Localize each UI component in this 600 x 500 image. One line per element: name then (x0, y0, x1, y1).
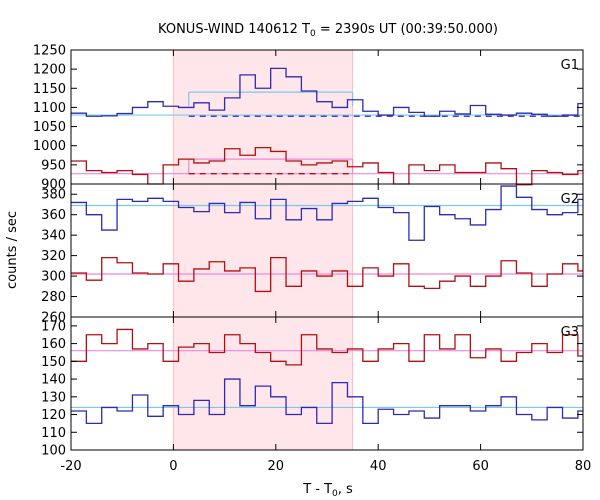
panel-label-g3: G3 (561, 325, 579, 340)
y-tick-label-g3: 150 (41, 355, 66, 370)
panel-g2: 260 280 300 320 340 360 380 G2 (41, 183, 584, 326)
chart-title-rest: = 2390s UT (00:39:50.000) (316, 22, 498, 37)
y-tick-label-g1: 1050 (33, 120, 66, 135)
y-tick-label-g3: 130 (41, 390, 66, 405)
y-tick-label-g1: 1200 (33, 63, 66, 78)
y-axis-label: counts / sec (5, 211, 20, 289)
x-tick-label: 60 (472, 459, 489, 474)
y-tick-label-g1: 1100 (33, 101, 66, 116)
y-tick-label-g3: 160 (41, 337, 66, 352)
panel-label-g2: G2 (561, 192, 579, 207)
y-tick-label-g1: 1250 (33, 44, 66, 59)
chart-title-main: KONUS-WIND 140612 T (158, 22, 310, 37)
chart-title-sub: 0 (310, 29, 316, 39)
y-tick-label-g3: 120 (41, 408, 66, 423)
y-tick-label-g2: 320 (41, 249, 66, 264)
y-tick-label-g1: 950 (41, 158, 66, 173)
x-axis-label-sub: 0 (332, 489, 338, 499)
series-g1-blue-step (71, 67, 583, 117)
y-tick-label-g2: 380 (41, 188, 66, 203)
chart-title: KONUS-WIND 140612 T0 = 2390s UT (00:39:5… (158, 22, 498, 39)
y-tick-label-g2: 280 (41, 290, 66, 305)
y-tick-label-g2: 360 (41, 208, 66, 223)
x-tick-label: 20 (268, 459, 285, 474)
x-tick-label: 80 (575, 459, 592, 474)
x-axis-label-rest: , s (338, 482, 353, 497)
x-axis-label-main: T - T (302, 482, 332, 497)
series-g2-red-step (71, 257, 583, 293)
highlight-band (173, 50, 353, 450)
y-tick-label-g2: 260 (41, 311, 66, 326)
x-tick-label: -20 (60, 459, 81, 474)
series-g3-red-step (71, 328, 583, 366)
panel-g3: 100 110 120 130 140 150 160 170 G3 (41, 316, 584, 459)
plot-area: 900950100010501100115012001250G126028030… (33, 44, 591, 475)
y-tick-label-g3: 140 (41, 373, 66, 388)
x-tick-label: 40 (370, 459, 387, 474)
series-g2-blue-step (71, 185, 583, 241)
x-axis-label: T - T0, s (302, 482, 353, 499)
y-tick-label-g2: 340 (41, 229, 66, 244)
y-tick-label-g2: 300 (41, 270, 66, 285)
y-tick-label-g1: 1000 (33, 139, 66, 154)
panel-frame-g3 (70, 316, 584, 451)
panel-label-g1: G1 (561, 58, 579, 73)
y-tick-label-g3: 110 (41, 426, 66, 441)
y-tick-label-g3: 100 (41, 444, 66, 459)
x-tick-label: 0 (169, 459, 177, 474)
y-tick-label-g1: 900 (41, 178, 66, 193)
y-tick-label-g3: 170 (41, 319, 66, 334)
series-g3-blue-step (71, 378, 583, 425)
y-tick-label-g1: 1150 (33, 82, 66, 97)
